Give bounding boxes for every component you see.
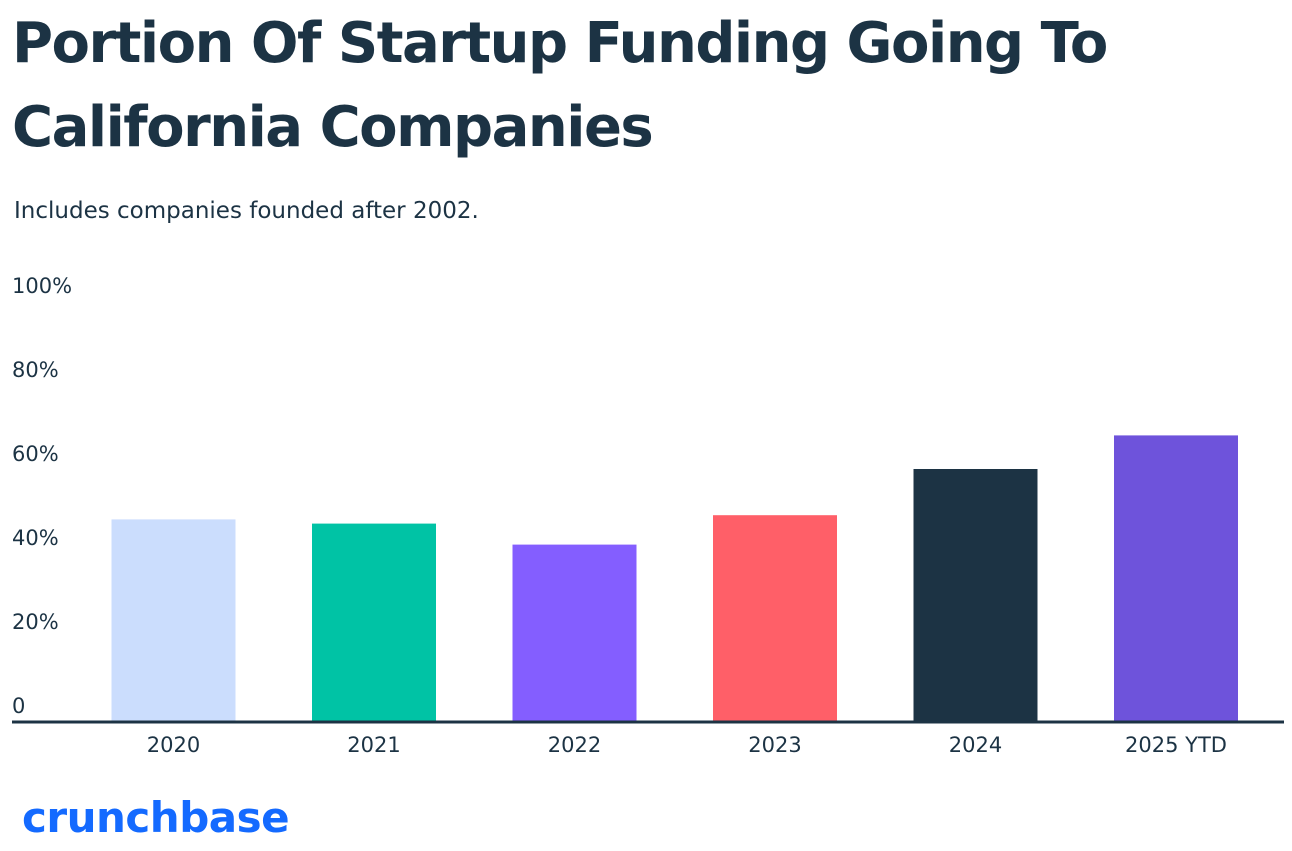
x-tick-label: 2021 bbox=[347, 733, 400, 757]
x-tick-label: 2023 bbox=[748, 733, 801, 757]
x-tick-label: 2024 bbox=[949, 733, 1002, 757]
crunchbase-logo: crunchbase bbox=[22, 793, 290, 842]
chart-subtitle: Includes companies founded after 2002. bbox=[14, 198, 479, 224]
bar-2025-ytd bbox=[1114, 435, 1238, 721]
y-tick-label: 0 bbox=[12, 694, 25, 718]
y-tick-label: 60% bbox=[12, 442, 59, 466]
chart-title: Portion Of Startup Funding Going To Cali… bbox=[12, 11, 1108, 160]
bar-2024 bbox=[913, 469, 1038, 721]
x-tick-label: 2022 bbox=[548, 733, 601, 757]
y-tick-label: 40% bbox=[12, 526, 59, 550]
bar-2021 bbox=[312, 523, 436, 721]
bar-chart: 0 20% 40% 60% 80% 100% 2020 2021 2022 2023 2024 202… bbox=[12, 274, 1284, 757]
y-tick-label: 80% bbox=[12, 358, 59, 382]
y-tick-label: 100% bbox=[12, 274, 72, 298]
bar-2023 bbox=[713, 515, 837, 721]
y-tick-label: 20% bbox=[12, 610, 59, 634]
bar-2020 bbox=[111, 519, 236, 721]
x-tick-label: 2025 YTD bbox=[1125, 733, 1227, 757]
bar-2022 bbox=[512, 544, 637, 721]
x-tick-label: 2020 bbox=[147, 733, 200, 757]
